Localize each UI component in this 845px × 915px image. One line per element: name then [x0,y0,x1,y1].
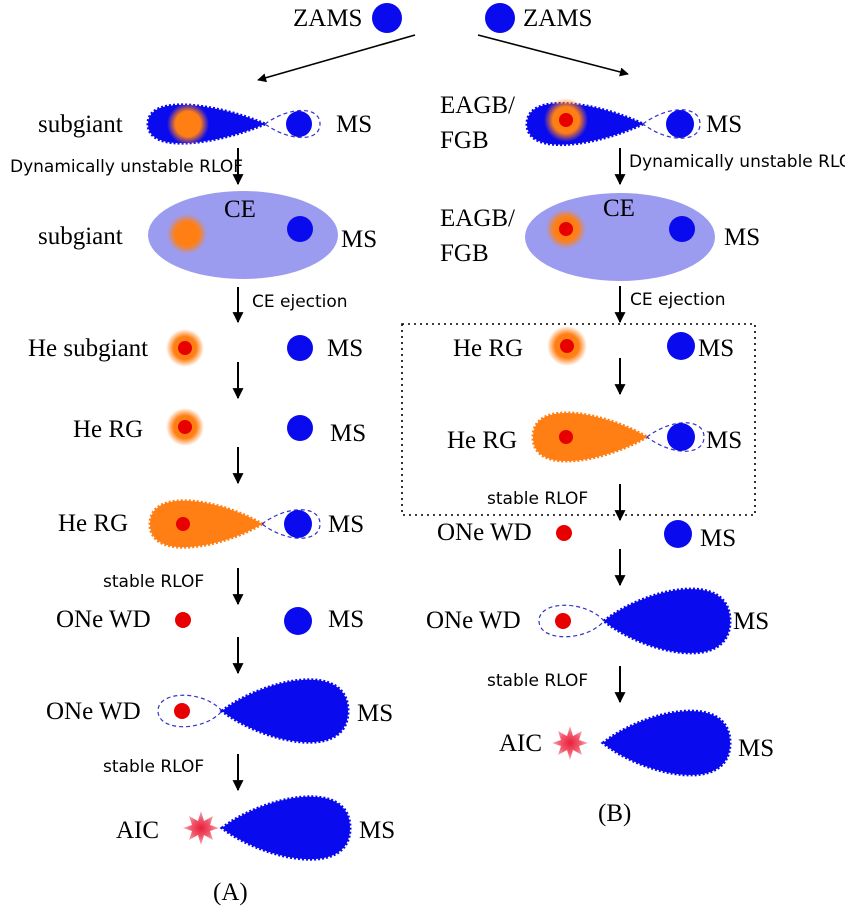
a3-companion-label: MS [327,335,363,362]
a4-companion-star [287,415,313,441]
a1-donor-label: subgiant [38,111,123,138]
a7-wd [174,703,190,719]
b3-companion-star [667,332,695,360]
b4-donor-roche-lobe [533,413,647,461]
b6-wd [555,613,571,629]
b1-transition-label: Dynamically unstable RLOF [629,152,845,172]
b3-companion-label: MS [698,335,734,362]
a6-donor-label: ONe WD [56,606,151,633]
a5-donor-roche-lobe [150,501,262,547]
a1-transition-label: Dynamically unstable RLOF [10,157,243,177]
b6-donor-label: ONe WD [426,607,521,634]
b2-donor-label-line1: EAGB/ [440,205,515,232]
a1-donor-envelope [167,103,209,145]
a3-donor-core [178,341,192,355]
b4-transition-label: stable RLOF [487,489,588,509]
a5-transition-label: stable RLOF [103,572,204,592]
a6-wd [175,612,191,628]
a3-companion-star [287,335,313,361]
a7-companion-label: MS [357,700,393,727]
b7-ms-roche-lobe [603,711,730,775]
b2-companion-star [669,216,695,242]
b5-donor-label: ONe WD [437,519,532,546]
a2-transition-label: CE ejection [252,292,348,312]
a2-companion-label: MS [341,226,377,253]
b7-aic-burst [552,726,588,760]
b1-donor-label-line1: EAGB/ [440,92,515,119]
b5-wd [556,525,572,541]
b5-companion-label: MS [700,525,736,552]
zams-star-left [372,3,402,33]
b1-donor-label-line2: FGB [440,127,489,154]
b2-companion-label: MS [724,224,760,251]
b7-companion-label: MS [738,735,774,762]
b6-wd-roche-lobe [539,605,604,637]
a3-donor-label: He subgiant [28,335,148,362]
a6-companion-label: MS [328,606,364,633]
a2-donor-label: subgiant [38,223,123,250]
branch-arrow-right [478,35,628,74]
b2-transition-label: CE ejection [630,290,726,310]
b1-companion-label: MS [706,111,742,138]
caption-a: (A) [213,879,248,906]
a7-donor-label: ONe WD [46,698,141,725]
a2-ce-label: CE [224,196,256,223]
b1-donor-core [559,113,573,127]
zams-label-right: ZAMS [523,5,592,32]
a8-event-label: AIC [116,817,159,844]
a4-donor-core [178,420,192,434]
a1-companion-star [286,111,312,137]
a5-donor-core [176,517,190,531]
a2-donor-core [167,214,207,254]
b6-companion-label: MS [733,608,769,635]
b4-donor-core [559,430,573,444]
a1-companion-label: MS [336,111,372,138]
a8-aic-burst [183,811,219,845]
b4-companion-star [667,423,695,451]
b3-donor-core [560,339,574,353]
b7-event-label: AIC [499,730,542,757]
branch-arrow-left [258,35,415,80]
b1-companion-star [666,110,694,138]
b3-donor-label: He RG [453,335,523,362]
b2-ce-label: CE [603,195,635,222]
a7-ms-roche-lobe [222,680,348,742]
b4-donor-label: He RG [447,427,517,454]
a6-companion-star [284,607,312,635]
caption-b: (B) [598,800,631,827]
a8-ms-roche-lobe [222,797,350,859]
a4-companion-label: MS [330,420,366,447]
a5-donor-label: He RG [58,510,128,537]
a7-transition-label: stable RLOF [103,757,204,777]
b2-donor-core [559,222,573,236]
b2-donor-label-line2: FGB [440,240,489,267]
a5-companion-label: MS [328,511,364,538]
a5-companion-star [284,510,312,538]
a8-companion-label: MS [359,817,395,844]
b4-companion-label: MS [706,427,742,454]
b5-companion-star [664,520,692,548]
a2-companion-star [287,216,313,242]
zams-star-right [485,3,515,33]
zams-label-left: ZAMS [293,5,362,32]
b6-ms-roche-lobe [604,589,730,653]
b6-transition-label: stable RLOF [487,671,588,691]
a4-donor-label: He RG [73,416,143,443]
